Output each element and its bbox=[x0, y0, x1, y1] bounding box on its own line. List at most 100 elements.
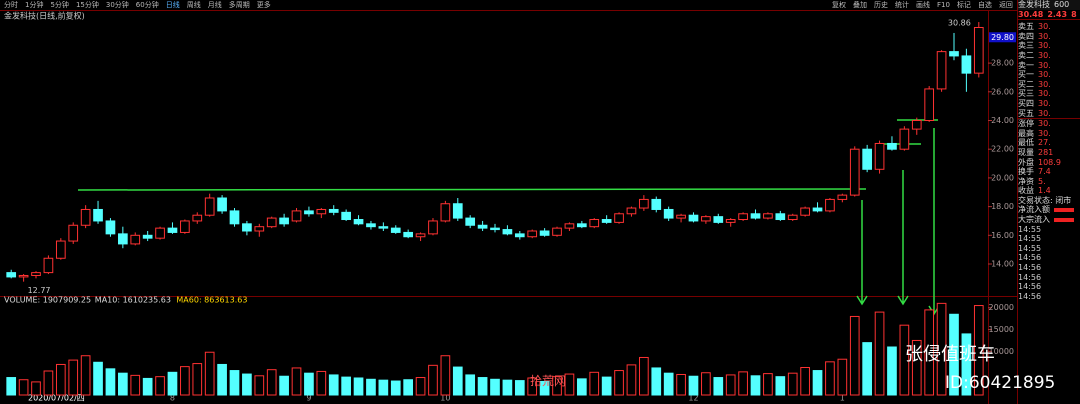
toolbar-button[interactable]: 周线 bbox=[186, 1, 201, 9]
candle-body bbox=[291, 210, 302, 222]
label: 买三 bbox=[1018, 89, 1034, 99]
candle-body bbox=[725, 219, 736, 223]
volume-bar bbox=[502, 379, 513, 396]
candle-body bbox=[43, 257, 54, 274]
candle-body bbox=[242, 223, 252, 232]
candle-body bbox=[105, 220, 116, 235]
volume-bar bbox=[973, 305, 984, 396]
candle-body bbox=[936, 51, 947, 90]
x-tick-label: 1 bbox=[840, 394, 845, 403]
toolbar-button[interactable]: 返回 bbox=[998, 1, 1013, 9]
toolbar-button[interactable]: F10 bbox=[937, 1, 950, 9]
volume-bar bbox=[601, 376, 612, 396]
volume-bar bbox=[328, 374, 339, 396]
value: 30. bbox=[1038, 79, 1051, 89]
volume-bar bbox=[353, 377, 364, 396]
volume-bar bbox=[589, 371, 600, 396]
volume-bar bbox=[490, 378, 500, 396]
order-book: 卖五 30. 卖四 30. 卖三 30. 卖二 30. 卖一 30. 买一 30. 买二 30. 买三 30.… bbox=[1018, 19, 1080, 118]
label: 涨停 bbox=[1018, 119, 1034, 129]
toolbar-button[interactable]: 更多 bbox=[256, 1, 271, 9]
toolbar-button[interactable]: 历史 bbox=[874, 1, 888, 9]
toolbar-button[interactable]: 统计 bbox=[895, 1, 909, 9]
stat-row: 涨停 30. bbox=[1018, 119, 1080, 129]
toolbar-button[interactable]: 标记 bbox=[956, 1, 971, 9]
candle-body bbox=[229, 210, 240, 225]
candle-body bbox=[949, 51, 959, 57]
book-row: 卖一 30. bbox=[1018, 61, 1080, 71]
toolbar-button[interactable]: 叠加 bbox=[853, 1, 867, 9]
stat-row: 最高 30. bbox=[1018, 129, 1080, 139]
toolbar-button[interactable]: 月线 bbox=[207, 1, 222, 9]
toolbar-button[interactable]: 30分钟 bbox=[105, 1, 129, 9]
stat-row: 换手 7.4 bbox=[1018, 167, 1080, 177]
candle-body bbox=[353, 219, 364, 225]
y-tick-label: 16.00 bbox=[991, 231, 1014, 240]
value: 108.9 bbox=[1038, 157, 1061, 167]
flow-bar bbox=[1054, 218, 1074, 223]
value: 30. bbox=[1038, 60, 1051, 70]
stock-header: 金发科技 600 bbox=[1018, 0, 1080, 10]
label: 卖四 bbox=[1018, 31, 1034, 41]
toolbar-button[interactable]: 多周期 bbox=[228, 1, 250, 9]
candle-body bbox=[80, 208, 91, 226]
time: 14:55 bbox=[1018, 243, 1042, 253]
candle-body bbox=[663, 208, 674, 219]
quote-panel: 金发科技 600 30.48 2.43 8 卖五 30. 卖四 30. 卖三 30. 卖二 30. 卖… bbox=[1017, 0, 1080, 404]
volume-bar bbox=[750, 375, 761, 396]
volume-bar bbox=[564, 373, 575, 396]
toolbar-button[interactable]: 15分钟 bbox=[75, 1, 99, 9]
time-row: 14:55 bbox=[1018, 225, 1080, 235]
quote-row: 30.48 2.43 8 bbox=[1018, 10, 1080, 20]
toolbar-button[interactable]: 复权 bbox=[832, 1, 846, 9]
volume-bar bbox=[403, 379, 414, 396]
volume-bar bbox=[626, 364, 637, 396]
change: 2.43 bbox=[1047, 9, 1068, 19]
arrow bbox=[897, 170, 909, 306]
watermark-id: ID:60421895 bbox=[945, 373, 1056, 393]
toolbar-button[interactable]: 日线 bbox=[165, 1, 180, 9]
volume-bar bbox=[254, 375, 265, 396]
candle-body bbox=[192, 214, 203, 222]
candle-body bbox=[130, 234, 141, 245]
volume-bar bbox=[713, 377, 724, 396]
toolbar-button[interactable]: 画线 bbox=[916, 1, 930, 9]
book-row: 卖五 30. bbox=[1018, 22, 1080, 32]
value: 281 bbox=[1038, 147, 1054, 157]
candle-body bbox=[180, 220, 190, 233]
candle-body bbox=[961, 55, 972, 74]
x-tick-label: 10 bbox=[440, 394, 450, 403]
volume-bar bbox=[55, 363, 66, 396]
toolbar-button[interactable]: 自选 bbox=[977, 1, 992, 9]
toolbar-button[interactable]: 60分钟 bbox=[135, 1, 159, 9]
volume-bar bbox=[341, 376, 351, 396]
value: 30. bbox=[1038, 50, 1051, 60]
volume-bar bbox=[390, 380, 401, 396]
candle-body bbox=[787, 214, 798, 221]
candle-body bbox=[676, 214, 686, 219]
candle-body bbox=[440, 203, 451, 222]
toolbar-button[interactable]: 分时 bbox=[4, 1, 18, 9]
arrow bbox=[928, 128, 940, 316]
volume-bar bbox=[936, 302, 947, 396]
x-tick-label: 12 bbox=[688, 394, 698, 403]
volume-bar bbox=[639, 356, 649, 396]
toolbar-button[interactable]: 1分钟 bbox=[25, 1, 44, 9]
time-row: 14:56 bbox=[1018, 292, 1080, 302]
candle-body bbox=[973, 27, 984, 74]
volume-bar bbox=[229, 370, 240, 396]
volume-bar bbox=[725, 374, 736, 396]
candle-body bbox=[514, 233, 525, 238]
volume-bar bbox=[614, 370, 624, 396]
candle-body bbox=[254, 226, 265, 232]
candle-body bbox=[155, 227, 165, 239]
book-row: 卖三 30. bbox=[1018, 41, 1080, 51]
toolbar-button[interactable]: 5分钟 bbox=[50, 1, 69, 9]
stat-row: 最低 27. bbox=[1018, 138, 1080, 148]
label: 最高 bbox=[1018, 128, 1034, 138]
volume-bar bbox=[266, 369, 277, 396]
candle-body bbox=[428, 220, 438, 235]
low-label: 12.77 bbox=[28, 286, 51, 295]
candle-body bbox=[452, 203, 463, 219]
candle-body bbox=[502, 229, 513, 235]
